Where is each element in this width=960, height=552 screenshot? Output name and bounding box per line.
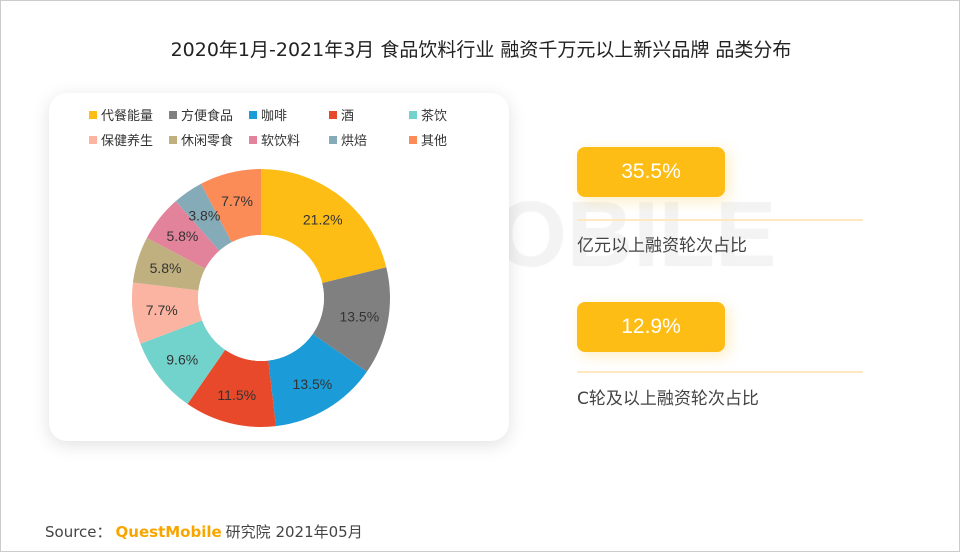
data-label: 5.8% <box>166 228 198 244</box>
donut-slice <box>132 282 203 344</box>
legend-item: 茶饮 <box>409 105 489 124</box>
legend-item: 方便食品 <box>169 105 249 124</box>
data-label: 21.2% <box>303 211 343 227</box>
legend-swatch <box>409 110 417 119</box>
legend-swatch <box>169 110 177 119</box>
donut-chart: 21.2% 13.5% 13.5% 11.5% 9.6% 7.7% 5.8% 5.8% 3.8%… <box>132 169 390 427</box>
legend-label: 休闲零食 <box>181 134 234 149</box>
stat-label-1: 亿元以上融资轮次占比 <box>577 236 747 256</box>
legend-swatch <box>329 135 337 144</box>
legend-item: 代餐能量 <box>89 105 169 124</box>
data-label: 3.8% <box>188 208 220 224</box>
data-label: 13.5% <box>339 308 379 324</box>
donut-hole <box>198 235 324 361</box>
legend-item: 咖啡 <box>249 105 329 124</box>
data-label: 5.8% <box>150 260 182 276</box>
legend-item: 其他 <box>409 130 489 149</box>
data-label: 9.6% <box>166 352 198 368</box>
legend-swatch <box>89 135 97 144</box>
legend-label: 保健养生 <box>101 134 154 149</box>
stat-label-2: C轮及以上融资轮次占比 <box>577 389 759 409</box>
legend-label: 茶饮 <box>421 109 448 124</box>
legend-swatch <box>89 110 97 119</box>
stat-value-2: 12.9% <box>577 302 725 352</box>
legend-label: 咖啡 <box>261 109 288 124</box>
legend-item: 酒 <box>329 105 409 124</box>
legend-label: 烘焙 <box>341 134 368 149</box>
data-label: 7.7% <box>146 302 178 318</box>
donut-slice <box>132 237 206 291</box>
legend-swatch <box>329 110 337 119</box>
legend-label: 酒 <box>341 109 355 124</box>
donut-slice <box>312 267 390 372</box>
source-note: Source： QuestMobile 研究院 2021年05月 <box>45 521 363 542</box>
donut-slice <box>187 349 276 427</box>
data-label: 7.7% <box>221 193 253 209</box>
legend-item: 休闲零食 <box>169 130 249 149</box>
stat-value-1: 35.5% <box>577 147 725 197</box>
legend-swatch <box>409 135 417 144</box>
legend-swatch <box>249 110 257 119</box>
legend-item: 烘焙 <box>329 130 409 149</box>
donut-slice <box>175 183 232 251</box>
legend-item: 保健养生 <box>89 130 169 149</box>
data-label: 13.5% <box>293 376 333 392</box>
legend-swatch <box>249 135 257 144</box>
donut-slice <box>261 169 387 284</box>
donut-slice <box>268 333 367 427</box>
chart-title: 2020年1月-2021年3月 食品饮料行业 融资千万元以上新兴品牌 品类分布 <box>170 39 792 61</box>
legend-label: 其他 <box>421 134 448 149</box>
legend-item: 软饮料 <box>249 130 329 149</box>
donut-slice <box>146 201 220 269</box>
data-label: 11.5% <box>217 387 256 403</box>
source-prefix: Source： <box>45 523 112 541</box>
donut-slice <box>201 169 261 243</box>
legend-label: 软饮料 <box>261 134 301 149</box>
divider-1 <box>577 219 863 221</box>
source-brand: QuestMobile <box>115 523 222 541</box>
divider-2 <box>577 371 863 373</box>
donut-slice <box>140 320 226 405</box>
legend: 代餐能量 方便食品 咖啡 酒 茶饮保健养生 休闲零食 软饮料 烘焙 其他 <box>89 105 489 149</box>
source-suffix: 研究院 2021年05月 <box>225 523 363 541</box>
legend-label: 方便食品 <box>181 109 234 124</box>
legend-swatch <box>169 135 177 144</box>
legend-label: 代餐能量 <box>101 109 154 124</box>
